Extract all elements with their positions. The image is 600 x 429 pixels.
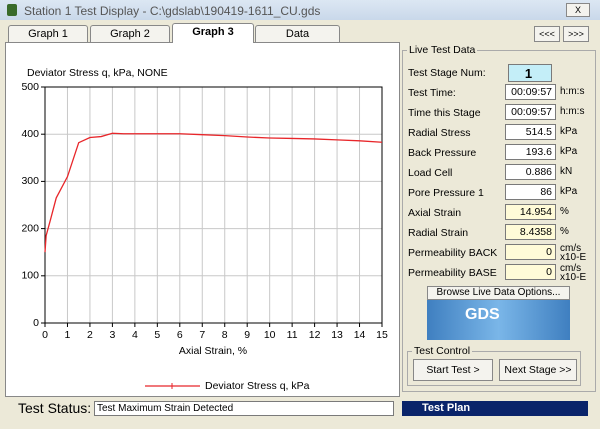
x-tick-label: 6 xyxy=(177,329,183,341)
nav-next[interactable]: >>> xyxy=(563,26,589,42)
row-label: Permeability BACK xyxy=(408,247,498,259)
chart-title: Deviator Stress q, kPa, NONE xyxy=(27,67,168,79)
x-axis-label: Axial Strain, % xyxy=(179,345,247,357)
y-tick-label: 200 xyxy=(21,222,39,234)
row-value: 8.4358 xyxy=(505,224,556,240)
row-label: Test Stage Num: xyxy=(408,67,486,79)
row-value: 00:09:57 xyxy=(505,104,556,120)
x-tick-label: 9 xyxy=(244,329,250,341)
test-plan-bar[interactable]: Test Plan xyxy=(402,401,588,416)
x-tick-label: 15 xyxy=(376,329,388,341)
row-label: Axial Strain xyxy=(408,207,462,219)
y-tick-label: 300 xyxy=(21,175,39,187)
browse-button[interactable]: Browse Live Data Options... xyxy=(427,286,570,300)
row-unit: x10-E xyxy=(560,272,587,283)
y-tick-label: 100 xyxy=(21,270,39,282)
series-line xyxy=(44,132,383,253)
x-tick-label: 3 xyxy=(109,329,115,341)
row-label: Permeability BASE xyxy=(408,267,497,279)
row-value: 193.6 xyxy=(505,144,556,160)
row-unit: kN xyxy=(560,166,573,177)
status-field: Test Maximum Strain Detected xyxy=(94,401,394,416)
x-tick-label: 8 xyxy=(222,329,228,341)
app-icon xyxy=(7,4,17,16)
row-value: 514.5 xyxy=(505,124,556,140)
x-tick-label: 14 xyxy=(354,329,366,341)
close-button[interactable]: X xyxy=(566,3,590,17)
row-value: 86 xyxy=(505,184,556,200)
test-control-title: Test Control xyxy=(412,345,473,357)
row-value: 0 xyxy=(505,244,556,260)
row-unit: kPa xyxy=(560,186,578,197)
y-tick-label: 400 xyxy=(21,128,39,140)
row-unit: % xyxy=(560,226,569,237)
row-unit: cm/s xyxy=(560,243,582,254)
start-test-button[interactable]: Start Test > xyxy=(413,359,493,381)
row-unit: % xyxy=(560,206,569,217)
row-value: 14.954 xyxy=(505,204,556,220)
row-unit: kPa xyxy=(560,126,578,137)
x-tick-label: 7 xyxy=(199,329,205,341)
row-value: 1 xyxy=(508,64,552,82)
x-tick-label: 0 xyxy=(42,329,48,341)
x-tick-label: 11 xyxy=(287,329,298,341)
x-tick-label: 12 xyxy=(309,329,321,341)
row-label: Load Cell xyxy=(408,167,453,179)
row-value: 0.886 xyxy=(505,164,556,180)
x-tick-label: 4 xyxy=(132,329,138,341)
live-group xyxy=(402,50,596,392)
status-label: Test Status: xyxy=(18,400,92,416)
chart: Deviator Stress q, kPa, NONE Axial Strai… xyxy=(21,67,388,392)
row-label: Back Pressure xyxy=(408,147,477,159)
x-tick-label: 2 xyxy=(87,329,93,341)
y-tick-label: 500 xyxy=(21,81,39,93)
row-unit: h:m:s xyxy=(560,106,585,117)
x-tick-label: 13 xyxy=(331,329,343,341)
plot-frame xyxy=(44,86,383,324)
row-unit: x10-E xyxy=(560,252,587,263)
row-label: Pore Pressure 1 xyxy=(408,187,484,199)
title-bar: Station 1 Test Display - C:\gdslab\19041… xyxy=(0,0,600,20)
tab[interactable]: Graph 1 xyxy=(8,25,88,42)
live-group-title: Live Test Data xyxy=(407,44,478,56)
row-value: 0 xyxy=(505,264,556,280)
row-label: Test Time: xyxy=(408,87,456,99)
tab[interactable]: Graph 3 xyxy=(172,23,254,43)
nav-prev[interactable]: <<< xyxy=(534,26,560,42)
x-tick-label: 1 xyxy=(65,329,71,341)
next-stage-button[interactable]: Next Stage >> xyxy=(499,359,577,381)
row-value: 00:09:57 xyxy=(505,84,556,100)
gds-logo: GDS xyxy=(427,300,570,340)
row-unit: cm/s xyxy=(560,263,582,274)
row-label: Time this Stage xyxy=(408,107,481,119)
row-unit: kPa xyxy=(560,146,578,157)
x-tick-label: 5 xyxy=(154,329,160,341)
row-label: Radial Stress xyxy=(408,127,471,139)
row-label: Radial Strain xyxy=(408,227,469,239)
y-tick-label: 0 xyxy=(33,317,39,329)
legend-label: Deviator Stress q, kPa xyxy=(205,380,310,392)
tab[interactable]: Graph 2 xyxy=(90,25,170,42)
test-control-group xyxy=(407,351,581,386)
row-unit: h:m:s xyxy=(560,86,585,97)
tab[interactable]: Data xyxy=(255,25,340,42)
x-tick-label: 10 xyxy=(264,329,276,341)
